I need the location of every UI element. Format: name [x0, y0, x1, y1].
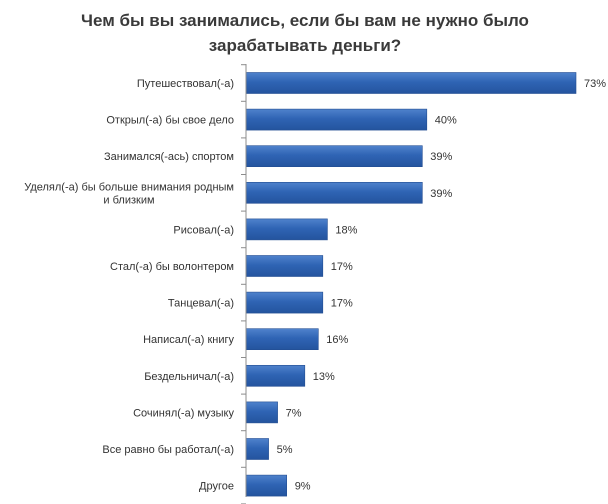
- bar-4: [245, 182, 423, 204]
- bar-1: [245, 72, 577, 94]
- category-label-4: Уделял(-а) бы больше внимания родным и бл…: [24, 181, 234, 206]
- bar-10: [245, 401, 278, 424]
- value-label-8: 16%: [326, 334, 348, 346]
- category-label-8: Написал(-а) книгу: [143, 334, 234, 346]
- category-label-7: Танцевал(-а): [168, 298, 234, 310]
- value-label-9: 13%: [313, 371, 335, 383]
- category-label-1: Путешествовал(-а): [137, 78, 234, 90]
- value-label-7: 17%: [331, 298, 353, 310]
- category-label-3: Занимался(-ась) спортом: [104, 151, 234, 163]
- value-label-1: 73%: [584, 78, 606, 90]
- value-label-3: 39%: [430, 151, 452, 163]
- category-label-12: Другое: [199, 481, 234, 493]
- bar-3: [245, 145, 423, 167]
- category-label-6: Стал(-а) бы волонтером: [110, 261, 234, 273]
- chart-title: Чем бы вы занимались, если бы вам не нуж…: [81, 11, 529, 55]
- category-label-9: Бездельничал(-а): [144, 371, 234, 383]
- category-label-10: Сочинял(-а) музыку: [133, 407, 234, 419]
- bar-11: [245, 438, 269, 460]
- value-label-2: 40%: [435, 115, 457, 127]
- value-label-6: 17%: [331, 261, 353, 273]
- bar-5: [245, 218, 328, 241]
- value-label-4: 39%: [430, 188, 452, 200]
- value-label-11: 5%: [277, 444, 293, 456]
- value-label-10: 7%: [286, 407, 302, 419]
- value-label-12: 9%: [295, 481, 311, 493]
- bar-7: [245, 291, 324, 314]
- bar-8: [245, 328, 319, 351]
- bar-6: [245, 255, 324, 277]
- category-label-11: Все равно бы работал(-а): [102, 444, 234, 456]
- bar-2: [245, 108, 428, 131]
- category-label-5: Рисовал(-а): [173, 224, 234, 236]
- category-label-2: Открыл(-а) бы свое дело: [106, 115, 234, 127]
- bar-12: [245, 474, 288, 497]
- bar-9: [245, 364, 306, 387]
- value-label-5: 18%: [335, 224, 357, 236]
